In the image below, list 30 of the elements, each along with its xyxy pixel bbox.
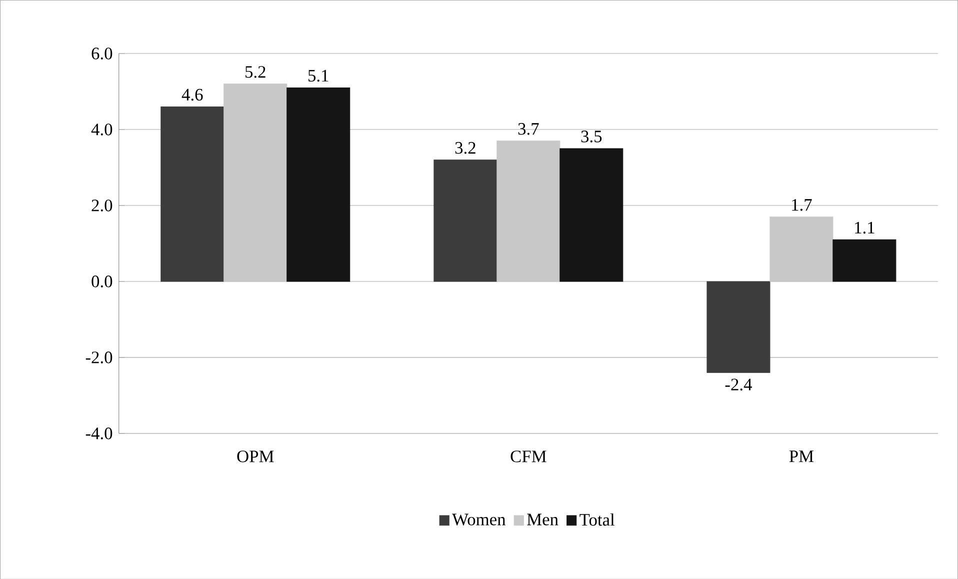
- legend-label: Women: [452, 514, 506, 526]
- data-label: 5.2: [246, 66, 266, 78]
- data-label: 1.1: [855, 222, 874, 234]
- x-tick-label: CFM: [510, 450, 546, 462]
- bar: [496, 140, 560, 282]
- bar: [224, 83, 288, 282]
- bar: [286, 87, 350, 282]
- y-tick-label: 0.0: [92, 275, 112, 288]
- x-tick-label: OPM: [237, 450, 274, 462]
- bar: [434, 159, 498, 282]
- legend-label: Total: [580, 513, 615, 526]
- y-tick-label: 2.0: [92, 199, 112, 212]
- data-label: 5.1: [308, 70, 328, 82]
- bar: [160, 106, 224, 282]
- data-label: 3.5: [581, 130, 602, 142]
- x-tick-label: PM: [789, 450, 814, 462]
- data-label: 1.7: [792, 198, 812, 211]
- data-label: 4.6: [182, 88, 203, 100]
- bar: [560, 148, 624, 282]
- bar: [832, 239, 896, 282]
- data-label: 3.2: [455, 142, 476, 154]
- bar: [770, 216, 834, 282]
- bar: [706, 280, 770, 373]
- data-label: 3.7: [518, 122, 539, 135]
- y-tick-label: 4.0: [91, 123, 112, 136]
- y-tick-label: -2.0: [86, 351, 112, 364]
- data-label: -2.4: [725, 378, 752, 390]
- y-tick-label: -4.0: [86, 427, 112, 440]
- legend-label: Men: [527, 514, 558, 526]
- y-tick-label: 6.0: [92, 47, 112, 60]
